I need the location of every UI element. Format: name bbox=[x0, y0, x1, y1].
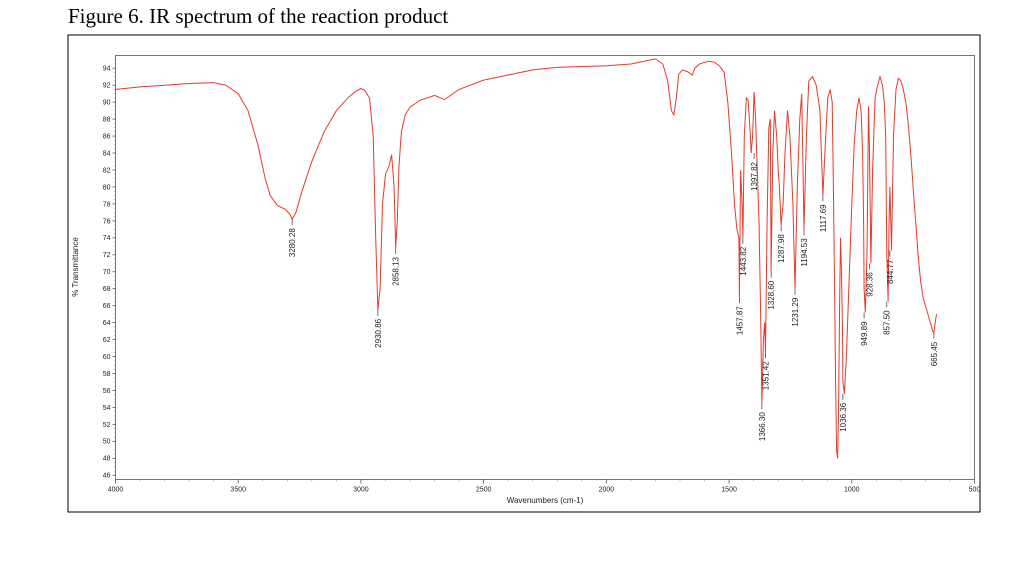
peak-marker: 844.77 bbox=[886, 250, 895, 284]
peak-label: 2858.13 bbox=[392, 256, 401, 285]
peak-marker: 928.36 bbox=[865, 263, 874, 297]
x-axis-label: Wavenumbers (cm-1) bbox=[507, 496, 584, 505]
y-tick-label: 72 bbox=[103, 252, 111, 259]
spectrum-line bbox=[115, 58, 937, 459]
y-tick-label: 90 bbox=[103, 100, 111, 107]
peak-label: 1117.69 bbox=[819, 204, 828, 232]
peak-marker: 1117.69 bbox=[819, 195, 828, 232]
y-tick-label: 68 bbox=[103, 286, 111, 293]
peak-marker: 1457.87 bbox=[735, 297, 744, 335]
y-tick-label: 74 bbox=[103, 235, 111, 242]
peak-label: 1397.82 bbox=[750, 161, 759, 190]
y-tick-label: 94 bbox=[103, 66, 111, 73]
y-tick-label: 52 bbox=[103, 422, 111, 429]
figure-title: Figure 6. IR spectrum of the reaction pr… bbox=[68, 4, 449, 28]
figure-frame bbox=[67, 34, 981, 513]
y-tick-label: 70 bbox=[103, 269, 111, 276]
peak-label: 2930.86 bbox=[374, 318, 383, 347]
peak-label: 1231.29 bbox=[791, 297, 800, 326]
peak-label: 844.77 bbox=[886, 259, 895, 284]
x-axis: 4000 3500 3000 2500 2000 1500 1000 500 bbox=[108, 479, 981, 494]
peak-marker: 1194.53 bbox=[800, 229, 809, 267]
peak-marker: 665.45 bbox=[930, 332, 939, 366]
peak-label: 1351.42 bbox=[762, 361, 771, 390]
y-tick-label: 46 bbox=[103, 473, 111, 480]
y-tick-label: 60 bbox=[103, 354, 111, 361]
x-tick-label: 2500 bbox=[476, 487, 492, 494]
y-tick-label: 76 bbox=[103, 218, 111, 225]
x-tick-label: 3500 bbox=[230, 487, 246, 494]
y-tick-label: 78 bbox=[103, 201, 111, 208]
peak-marker: 1366.30 bbox=[758, 403, 767, 441]
y-tick-label: 48 bbox=[103, 456, 111, 463]
y-axis: 46 48 50 52 54 56 58 60 62 64 66 68 70 72 74 76 78 80 82 84… bbox=[103, 59, 116, 480]
peak-label: 1036.36 bbox=[839, 402, 848, 431]
x-tick-label: 4000 bbox=[108, 487, 124, 494]
peak-marker: 857.50 bbox=[883, 301, 892, 335]
y-tick-label: 50 bbox=[103, 439, 111, 446]
x-tick-label: 3000 bbox=[353, 487, 369, 494]
y-tick-label: 56 bbox=[103, 388, 111, 395]
y-tick-label: 84 bbox=[103, 150, 111, 157]
peak-marker: 2858.13 bbox=[392, 247, 401, 286]
x-tick-label: 1500 bbox=[721, 487, 737, 494]
peak-label: 928.36 bbox=[865, 272, 874, 297]
x-tick-label: 1000 bbox=[844, 487, 860, 494]
peak-label: 665.45 bbox=[930, 341, 939, 366]
peak-marker: 1443.82 bbox=[739, 237, 748, 276]
x-tick-label: 2000 bbox=[599, 487, 615, 494]
x-tick-label: 500 bbox=[969, 487, 981, 494]
y-tick-label: 80 bbox=[103, 184, 111, 191]
peak-label: 1443.82 bbox=[739, 246, 748, 275]
peak-marker: 1036.36 bbox=[839, 393, 848, 432]
y-tick-label: 64 bbox=[103, 320, 111, 327]
y-tick-label: 58 bbox=[103, 371, 111, 378]
peak-annotations: 3280.28 2930.86 2858.13 1457.87 1443.82 1397.… bbox=[288, 153, 939, 441]
peak-label: 949.89 bbox=[860, 321, 869, 346]
peak-marker: 1231.29 bbox=[791, 288, 800, 327]
y-tick-label: 88 bbox=[103, 117, 111, 124]
peak-label: 1287.98 bbox=[777, 234, 786, 263]
y-tick-label: 82 bbox=[103, 167, 111, 174]
peak-label: 1366.30 bbox=[758, 412, 767, 441]
peak-label: 3280.28 bbox=[288, 228, 297, 257]
y-tick-label: 66 bbox=[103, 303, 111, 310]
peak-marker: 1351.42 bbox=[762, 352, 771, 390]
peak-label: 1457.87 bbox=[735, 306, 744, 335]
peak-marker: 1397.82 bbox=[750, 153, 759, 191]
y-tick-label: 86 bbox=[103, 133, 111, 140]
peak-label: 1194.53 bbox=[800, 238, 809, 267]
peak-marker: 2930.86 bbox=[374, 309, 383, 348]
peak-label: 857.50 bbox=[883, 310, 892, 335]
y-tick-label: 62 bbox=[103, 337, 111, 344]
y-axis-label: % Transmittance bbox=[71, 237, 80, 297]
peak-marker: 1287.98 bbox=[777, 225, 786, 263]
peak-label: 1328.60 bbox=[767, 280, 776, 309]
y-tick-label: 54 bbox=[103, 405, 111, 412]
y-tick-label: 92 bbox=[103, 83, 111, 90]
peak-marker: 3280.28 bbox=[288, 219, 297, 257]
peak-marker: 949.89 bbox=[860, 312, 869, 346]
peak-marker: 1328.60 bbox=[767, 271, 776, 310]
